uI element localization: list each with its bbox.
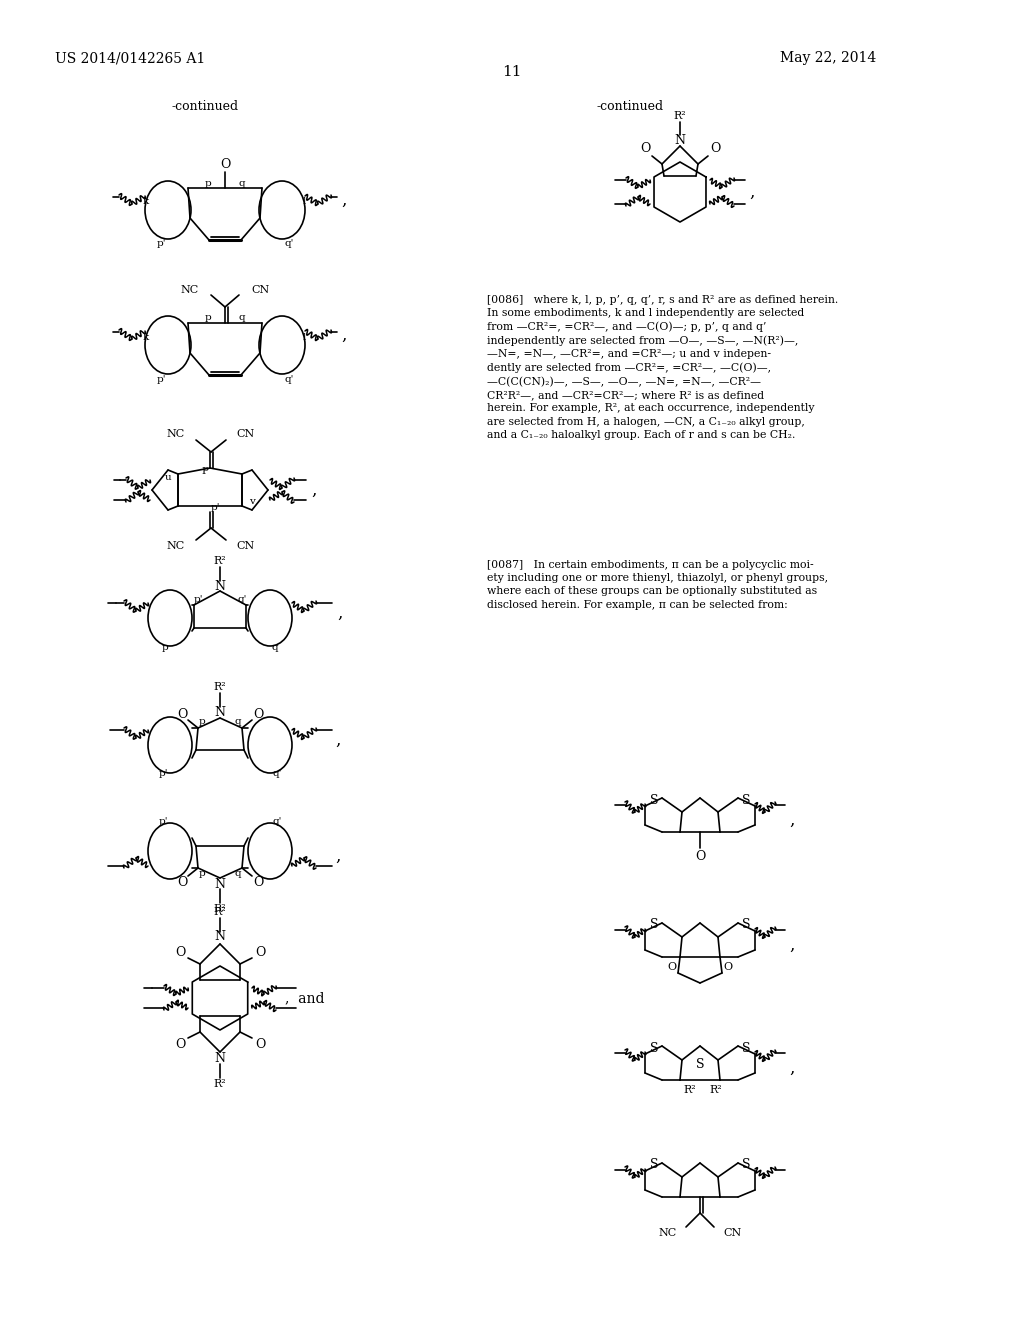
Text: S: S <box>741 919 751 932</box>
Text: p: p <box>205 178 211 187</box>
Text: p': p' <box>157 239 166 248</box>
Text: ,: , <box>341 326 347 343</box>
Text: u: u <box>165 474 171 483</box>
Text: ,: , <box>790 936 795 953</box>
Text: R²: R² <box>214 556 226 566</box>
Text: k: k <box>143 333 150 342</box>
Text: S: S <box>695 1059 705 1072</box>
Text: [0087]   In certain embodiments, π can be a polycyclic moi-
ety including one or: [0087] In certain embodiments, π can be … <box>487 560 828 610</box>
Text: O: O <box>723 962 732 972</box>
Text: CN: CN <box>236 541 254 550</box>
Text: O: O <box>640 143 650 156</box>
Text: q: q <box>271 643 279 652</box>
Text: NC: NC <box>181 285 199 294</box>
Text: q: q <box>234 718 242 726</box>
Text: N: N <box>214 705 225 718</box>
Text: S: S <box>650 793 658 807</box>
Text: NC: NC <box>658 1228 677 1238</box>
Text: k: k <box>143 198 150 206</box>
Text: S: S <box>650 1041 658 1055</box>
Text: CN: CN <box>723 1228 741 1238</box>
Text: p: p <box>199 718 206 726</box>
Text: q: q <box>239 314 246 322</box>
Text: p': p' <box>157 375 166 384</box>
Text: -continued: -continued <box>596 100 664 114</box>
Text: 11: 11 <box>502 65 522 79</box>
Text: O: O <box>177 708 187 721</box>
Text: q: q <box>239 178 246 187</box>
Text: S: S <box>741 1159 751 1172</box>
Text: p: p <box>199 870 206 879</box>
Text: q': q' <box>285 375 294 384</box>
Text: q': q' <box>238 594 247 603</box>
Text: N: N <box>214 1052 225 1065</box>
Text: ,: , <box>335 847 341 865</box>
Text: p': p' <box>194 594 203 603</box>
Text: l: l <box>302 333 306 342</box>
Text: O: O <box>220 157 230 170</box>
Text: R²: R² <box>710 1085 722 1096</box>
Text: S: S <box>741 793 751 807</box>
Text: R²: R² <box>674 111 686 121</box>
Text: O: O <box>255 945 265 958</box>
Text: O: O <box>253 708 263 721</box>
Text: q': q' <box>272 770 282 779</box>
Text: O: O <box>177 875 187 888</box>
Text: O: O <box>668 962 677 972</box>
Text: p': p' <box>210 503 220 512</box>
Text: R²: R² <box>214 907 226 917</box>
Text: O: O <box>710 143 720 156</box>
Text: ,: , <box>337 605 343 622</box>
Text: q': q' <box>272 817 282 826</box>
Text: p': p' <box>159 817 168 826</box>
Text: CN: CN <box>251 285 269 294</box>
Text: ,: , <box>311 482 316 499</box>
Text: S: S <box>650 1159 658 1172</box>
Text: O: O <box>175 1038 185 1051</box>
Text: v: v <box>249 498 255 507</box>
Text: R²: R² <box>214 1078 226 1089</box>
Text: ,  and: , and <box>286 991 325 1005</box>
Text: O: O <box>253 875 263 888</box>
Text: [0086]   where k, l, p, p’, q, q’, r, s and R² are as defined herein.
In some em: [0086] where k, l, p, p’, q, q’, r, s an… <box>487 294 839 440</box>
Text: N: N <box>214 931 225 944</box>
Text: P: P <box>202 467 209 477</box>
Text: q': q' <box>285 239 294 248</box>
Text: R²: R² <box>214 682 226 692</box>
Text: CN: CN <box>236 429 254 440</box>
Text: N: N <box>675 133 685 147</box>
Text: S: S <box>741 1041 751 1055</box>
Text: O: O <box>255 1038 265 1051</box>
Text: p': p' <box>159 770 168 779</box>
Text: NC: NC <box>167 429 185 440</box>
Text: q: q <box>234 870 242 879</box>
Text: ,: , <box>750 183 755 201</box>
Text: S: S <box>650 919 658 932</box>
Text: NC: NC <box>167 541 185 550</box>
Text: R²: R² <box>684 1085 696 1096</box>
Text: N: N <box>214 878 225 891</box>
Text: ,: , <box>335 731 341 748</box>
Text: p: p <box>205 314 211 322</box>
Text: N: N <box>214 579 225 593</box>
Text: l: l <box>302 198 306 206</box>
Text: O: O <box>175 945 185 958</box>
Text: R²: R² <box>214 904 226 913</box>
Text: ,: , <box>790 1060 795 1077</box>
Text: ,: , <box>790 812 795 829</box>
Text: ,: , <box>341 191 347 209</box>
Text: p: p <box>162 643 168 652</box>
Text: -continued: -continued <box>171 100 239 114</box>
Text: US 2014/0142265 A1: US 2014/0142265 A1 <box>55 51 205 65</box>
Text: May 22, 2014: May 22, 2014 <box>780 51 877 65</box>
Text: O: O <box>695 850 706 862</box>
